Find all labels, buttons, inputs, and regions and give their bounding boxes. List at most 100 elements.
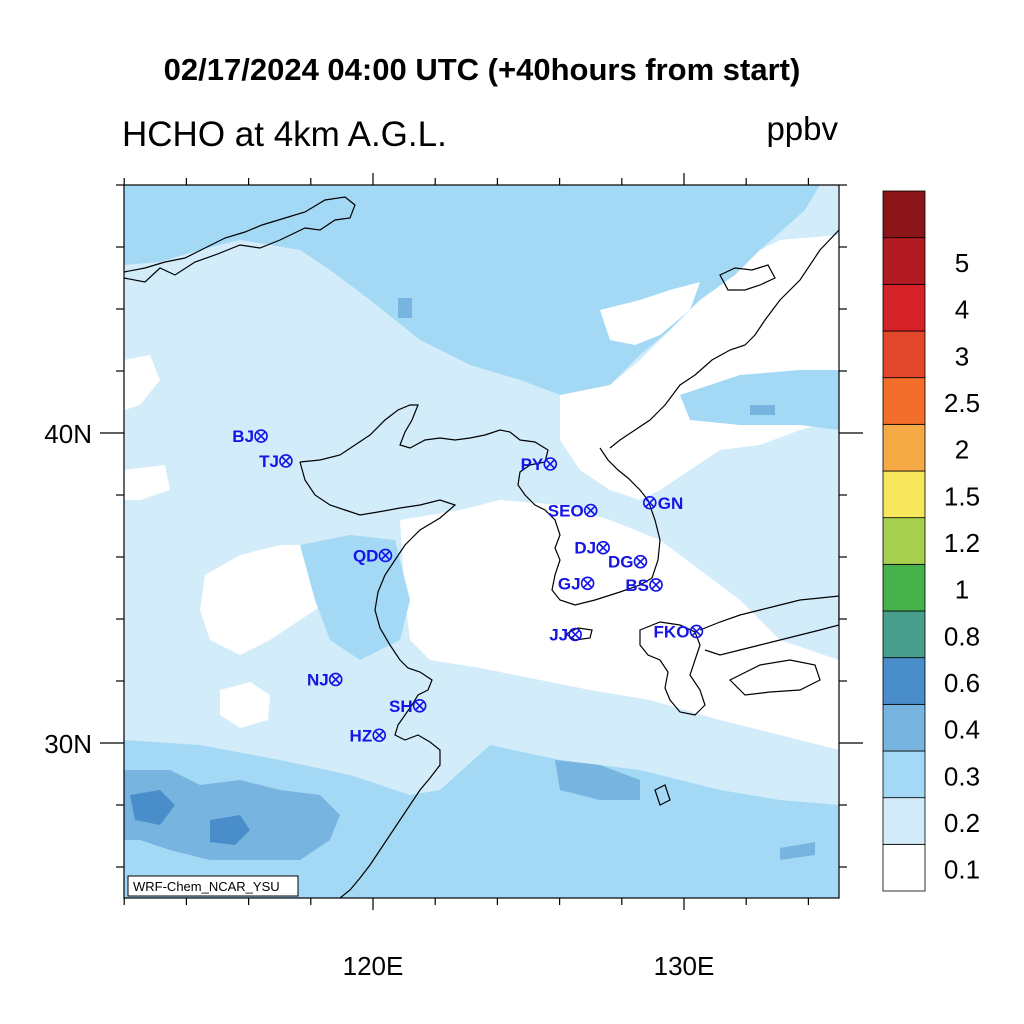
- station-label: BJ: [232, 427, 254, 446]
- station-py: PY: [521, 455, 558, 474]
- coastline-china-korea: [299, 404, 661, 606]
- lon-label: 120E: [343, 951, 404, 981]
- station-marker-icon: [583, 503, 598, 518]
- colorbar-swatch: [882, 517, 926, 565]
- station-marker-icon: [580, 576, 595, 591]
- station-label: DG: [608, 553, 634, 572]
- station-label: JJ: [549, 626, 568, 645]
- lon-label: 130E: [654, 951, 715, 981]
- concentration-patch-core-2: [210, 815, 250, 845]
- concentration-strip-north: [124, 240, 610, 420]
- station-label: SH: [389, 697, 413, 716]
- station-tj: TJ: [259, 452, 293, 471]
- station-gj: GJ: [558, 574, 595, 593]
- station-label: HZ: [350, 726, 373, 745]
- low-concentration-southwest: [220, 682, 270, 728]
- station-label: QD: [353, 546, 379, 565]
- coastline-taiwan-islands: [654, 784, 671, 806]
- colorbar-swatch: [882, 330, 926, 379]
- concentration-patch-southeast: [780, 842, 815, 860]
- colorbar-label: 1.2: [944, 528, 980, 558]
- concentration-patch-core-1: [130, 790, 175, 825]
- station-label: PY: [521, 455, 544, 474]
- colorbar-swatch: [882, 237, 926, 285]
- station-marker-icon: [254, 429, 268, 443]
- concentration-patch-east: [750, 405, 775, 415]
- low-concentration-yellow-sea: [400, 500, 839, 750]
- colorbar-swatch: [882, 703, 926, 752]
- colorbar-label: 0.4: [944, 715, 980, 745]
- colorbar-label: 0.6: [944, 668, 980, 698]
- concentration-patch-north: [398, 298, 412, 318]
- stations-layer: BJ TJ PY SEO GN DJ DG GJ BS QD JJ FKO NJ SH HZ: [232, 427, 704, 745]
- concentration-band-east: [680, 370, 839, 430]
- concentration-patch-south-1: [124, 770, 340, 860]
- coastline-shandong: [299, 461, 457, 898]
- units-label: ppbv: [766, 110, 838, 147]
- colorbar: 0.1 0.2 0.3 0.4 0.6 0.8 1 1.2 1.5 2 2.5 3 4 5: [882, 190, 980, 892]
- plot-frame: [123, 184, 840, 899]
- lat-label: 30N: [44, 729, 92, 759]
- station-nj: NJ: [307, 670, 343, 689]
- station-label: DJ: [574, 539, 596, 558]
- coastline-russia: [124, 196, 356, 283]
- station-marker-icon: [633, 554, 648, 569]
- station-marker-icon: [412, 698, 427, 713]
- station-label: FKO: [654, 622, 690, 641]
- colorbar-label: 0.1: [944, 855, 980, 885]
- station-label: SEO: [548, 502, 584, 521]
- station-dg: DG: [608, 553, 648, 572]
- coastline-sakhalin: [719, 264, 776, 291]
- station-label: BS: [625, 576, 649, 595]
- low-concentration-west-edge: [124, 355, 160, 410]
- model-credit: WRF-Chem_NCAR_YSU: [133, 879, 280, 894]
- colorbar-swatch: [882, 283, 926, 332]
- station-jj: JJ: [549, 626, 582, 645]
- colorbar-swatch: [882, 377, 926, 425]
- station-label: NJ: [307, 670, 329, 689]
- lat-label: 40N: [44, 419, 92, 449]
- station-label: GN: [658, 494, 684, 513]
- station-bs: BS: [625, 576, 663, 595]
- concentration-patch-south-2: [555, 760, 640, 800]
- station-sh: SH: [389, 697, 427, 716]
- station-marker-icon: [568, 627, 582, 642]
- field-subtitle: HCHO at 4km A.G.L.: [122, 115, 447, 154]
- concentration-band-northwest: [124, 185, 820, 395]
- low-concentration-west-edge-2: [124, 465, 170, 500]
- colorbar-swatch: [882, 843, 926, 892]
- station-bj: BJ: [232, 427, 268, 446]
- station-fko: FKO: [654, 622, 704, 641]
- station-marker-icon: [596, 540, 610, 555]
- colorbar-swatch: [882, 750, 926, 799]
- colorbar-label: 0.2: [944, 808, 980, 838]
- station-label: TJ: [259, 452, 279, 471]
- colorbar-swatch: [882, 797, 926, 845]
- colorbar-label: 2.5: [944, 388, 980, 418]
- station-marker-icon: [279, 454, 293, 468]
- station-marker-icon: [328, 672, 343, 687]
- colorbar-label: 2: [955, 435, 969, 465]
- credit-box: [127, 875, 299, 897]
- colorbar-label: 3: [955, 341, 969, 371]
- station-marker-icon: [689, 624, 704, 639]
- colorbar-label: 0.8: [944, 621, 980, 651]
- station-marker-icon: [642, 495, 657, 510]
- coastline-shikoku: [728, 659, 821, 696]
- station-marker-icon: [649, 578, 663, 592]
- colorbar-swatch: [882, 423, 926, 472]
- concentration-band-south: [124, 740, 839, 898]
- coastlines: [124, 196, 839, 898]
- colorbar-label: 1.5: [944, 481, 980, 511]
- coastline-russia-east: [609, 229, 839, 449]
- map-plot-area: BJ TJ PY SEO GN DJ DG GJ BS QD JJ FKO NJ SH HZ WRF-Che…: [100, 173, 863, 910]
- axis-labels: 40N 30N 120E 130E: [44, 419, 714, 981]
- colorbar-swatch: [882, 563, 926, 612]
- axis-ticks: [100, 173, 863, 910]
- station-dj: DJ: [574, 539, 610, 558]
- colorbar-swatch: [882, 657, 926, 705]
- coastline-japan-honshu: [699, 595, 839, 656]
- station-marker-icon: [543, 457, 558, 471]
- concentration-band-china-east: [300, 535, 410, 660]
